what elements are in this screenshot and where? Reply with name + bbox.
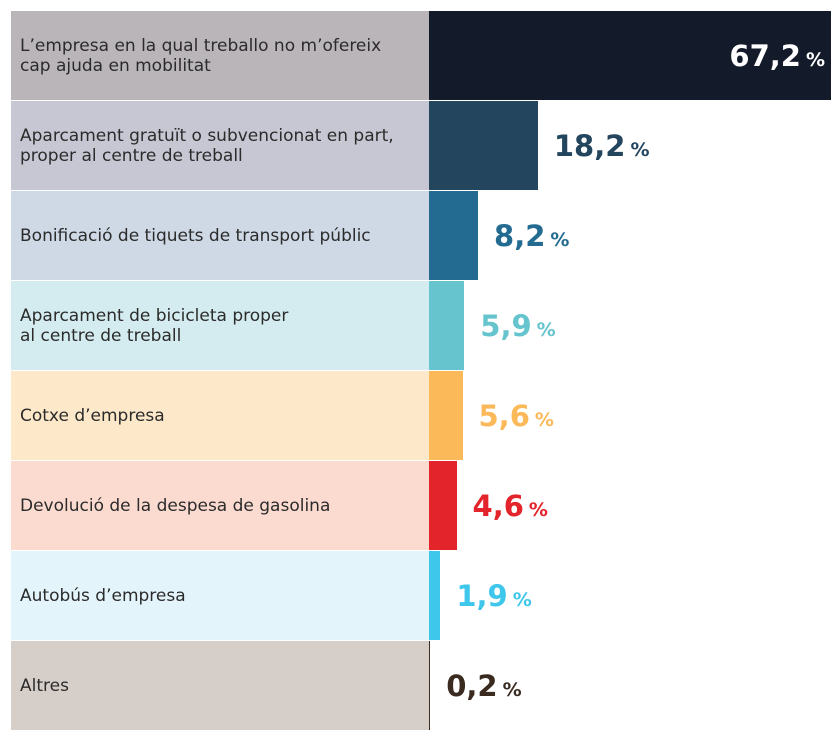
bar [429, 461, 457, 550]
value-unit: % [630, 138, 650, 161]
value-number: 67,2 [729, 38, 801, 73]
value-number: 1,9 [456, 578, 508, 613]
value-unit: % [536, 318, 556, 341]
value-unit: % [528, 498, 548, 521]
value-label: 8,2% [494, 191, 569, 280]
value-number: 8,2 [494, 218, 546, 253]
category-label: Aparcament de bicicleta proper al centre… [20, 305, 289, 346]
category-label: Altres [20, 675, 69, 696]
bar [429, 11, 831, 100]
bar [429, 551, 441, 640]
value-unit: % [512, 588, 532, 611]
value-number: 4,6 [472, 488, 524, 523]
row-background [11, 371, 429, 460]
bar [429, 281, 465, 370]
bar [429, 641, 431, 730]
bar [429, 191, 479, 280]
value-label: 5,6% [479, 371, 554, 460]
value-unit: % [534, 408, 554, 431]
value-label: 0,2% [446, 641, 521, 730]
value-unit: % [550, 228, 570, 251]
row-background [11, 641, 429, 730]
bar [429, 371, 463, 460]
value-number: 0,2 [446, 668, 498, 703]
row-background [11, 11, 429, 100]
value-number: 18,2 [553, 128, 626, 163]
row-background [11, 191, 429, 280]
category-label: Bonificació de tiquets de transport públ… [20, 225, 371, 246]
category-label: Cotxe d’empresa [20, 405, 165, 426]
value-number: 5,6 [478, 398, 530, 433]
value-unit: % [502, 678, 522, 701]
category-label: Aparcament gratuït o subvencionat en par… [20, 125, 394, 166]
value-label: 1,9% [456, 551, 531, 640]
value-label: 4,6% [473, 461, 548, 550]
value-label: 5,9% [480, 281, 555, 370]
value-number: 5,9 [480, 308, 532, 343]
category-label: Devolució de la despesa de gasolina [20, 495, 331, 516]
row-background [11, 461, 429, 550]
row-background [11, 101, 429, 190]
row-background [11, 551, 429, 640]
category-label: L’empresa en la qual treballo no m’ofere… [20, 35, 382, 76]
category-label: Autobús d’empresa [20, 585, 186, 606]
bar [429, 101, 538, 190]
value-label: 67,2% [729, 11, 825, 100]
value-label: 18,2% [554, 101, 650, 190]
row-background [11, 281, 429, 370]
value-unit: % [805, 48, 825, 71]
